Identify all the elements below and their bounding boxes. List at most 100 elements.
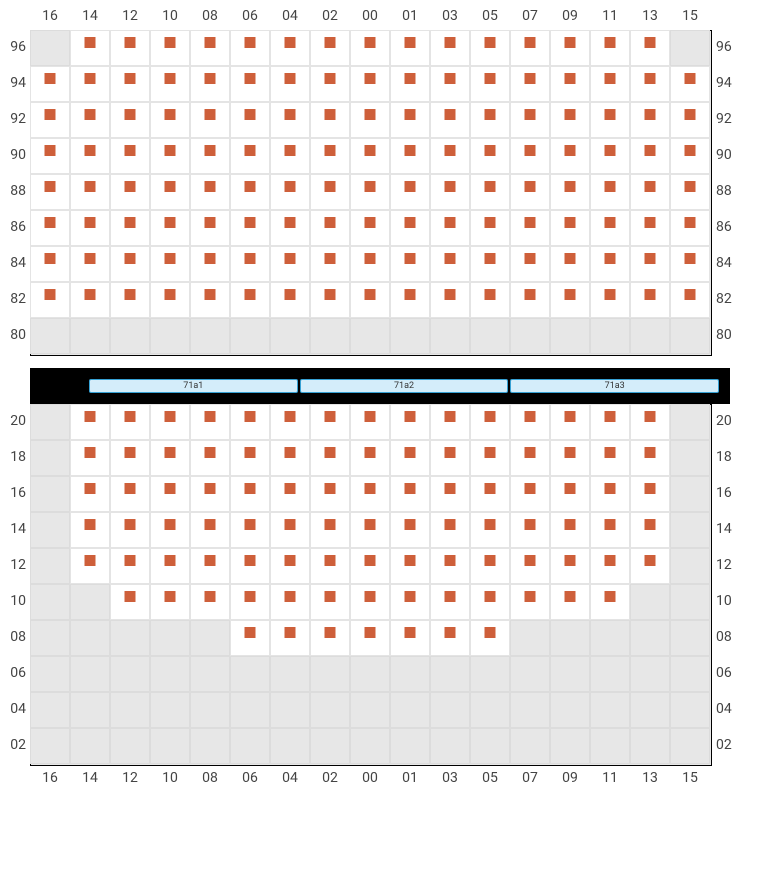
rack-marker [85,109,96,120]
grid-cell [150,318,190,354]
rack-marker [645,411,656,422]
grid-cell [550,728,590,764]
grid-cell [350,138,390,174]
row-label: 82 [716,291,738,307]
rack-marker [365,145,376,156]
grid-cell [550,138,590,174]
rack-marker [605,217,616,228]
grid-cell [230,174,270,210]
rack-marker [125,519,136,530]
rack-marker [325,145,336,156]
grid-cell [670,174,710,210]
rack-marker [285,73,296,84]
column-label: 11 [590,8,630,24]
grid-cell [350,246,390,282]
row-label: 94 [4,75,26,91]
grid-cell [550,512,590,548]
rack-marker [565,181,576,192]
row-label: 14 [4,521,26,537]
row-label: 14 [716,521,738,537]
rack-marker [45,145,56,156]
grid-cell [190,692,230,728]
grid-cell [190,404,230,440]
rack-marker [85,289,96,300]
grid-cell [150,30,190,66]
grid-cell [430,246,470,282]
grid-cell [590,584,630,620]
grid-cell [550,30,590,66]
grid-cell [270,620,310,656]
grid-cell [390,66,430,102]
grid-cell [670,548,710,584]
grid-cell [470,620,510,656]
divider-slot[interactable]: 71a3 [510,379,719,393]
grid-cell [150,476,190,512]
rack-marker [165,483,176,494]
grid-cell [190,656,230,692]
divider-slot[interactable]: 71a1 [89,379,298,393]
rack-marker [85,181,96,192]
grid-cell [510,404,550,440]
grid-cell [110,512,150,548]
grid-cell [590,620,630,656]
grid-cell [470,30,510,66]
rack-marker [165,447,176,458]
rack-marker [45,73,56,84]
rack-marker [565,145,576,156]
rack-marker [525,289,536,300]
grid-cell [190,584,230,620]
grid-cell [390,318,430,354]
rack-marker [565,447,576,458]
column-labels-top: 1614121008060402000103050709111315 [30,8,710,24]
grid-cell [630,440,670,476]
rack-marker [685,289,696,300]
grid-cell [670,584,710,620]
grid-cell [310,210,350,246]
grid-cell [190,476,230,512]
rack-marker [365,217,376,228]
grid-cell [310,102,350,138]
rack-marker [605,181,616,192]
grid-cell [670,30,710,66]
grid-cell [270,102,310,138]
divider-slot[interactable]: 71a2 [300,379,509,393]
grid-cell [630,30,670,66]
grid-cell [630,210,670,246]
grid-cell [590,692,630,728]
grid-cell [430,318,470,354]
grid-cell [590,318,630,354]
grid-cell [590,246,630,282]
rack-marker [325,181,336,192]
rack-marker [605,411,616,422]
grid-cell [510,728,550,764]
grid-cell [110,318,150,354]
column-label: 12 [110,8,150,24]
rack-marker [245,411,256,422]
rack-marker [365,591,376,602]
grid-cell [110,728,150,764]
grid-cell [30,138,70,174]
rack-marker [85,483,96,494]
grid-cell [390,138,430,174]
grid-cell [230,30,270,66]
rack-marker [445,253,456,264]
grid-cell [430,102,470,138]
grid-cell [310,174,350,210]
rack-marker [325,411,336,422]
rack-marker [645,447,656,458]
grid-cell [270,512,310,548]
grid-cell [190,728,230,764]
grid-cell [230,620,270,656]
grid-cell [30,620,70,656]
rack-marker [325,483,336,494]
rack-marker [245,217,256,228]
grid-cell [310,282,350,318]
grid-cell [110,246,150,282]
grid-cell [630,66,670,102]
grid-cell [350,584,390,620]
grid-cell [270,692,310,728]
rack-marker [645,555,656,566]
rack-marker [285,289,296,300]
rack-marker [125,73,136,84]
row-label: 92 [4,111,26,127]
